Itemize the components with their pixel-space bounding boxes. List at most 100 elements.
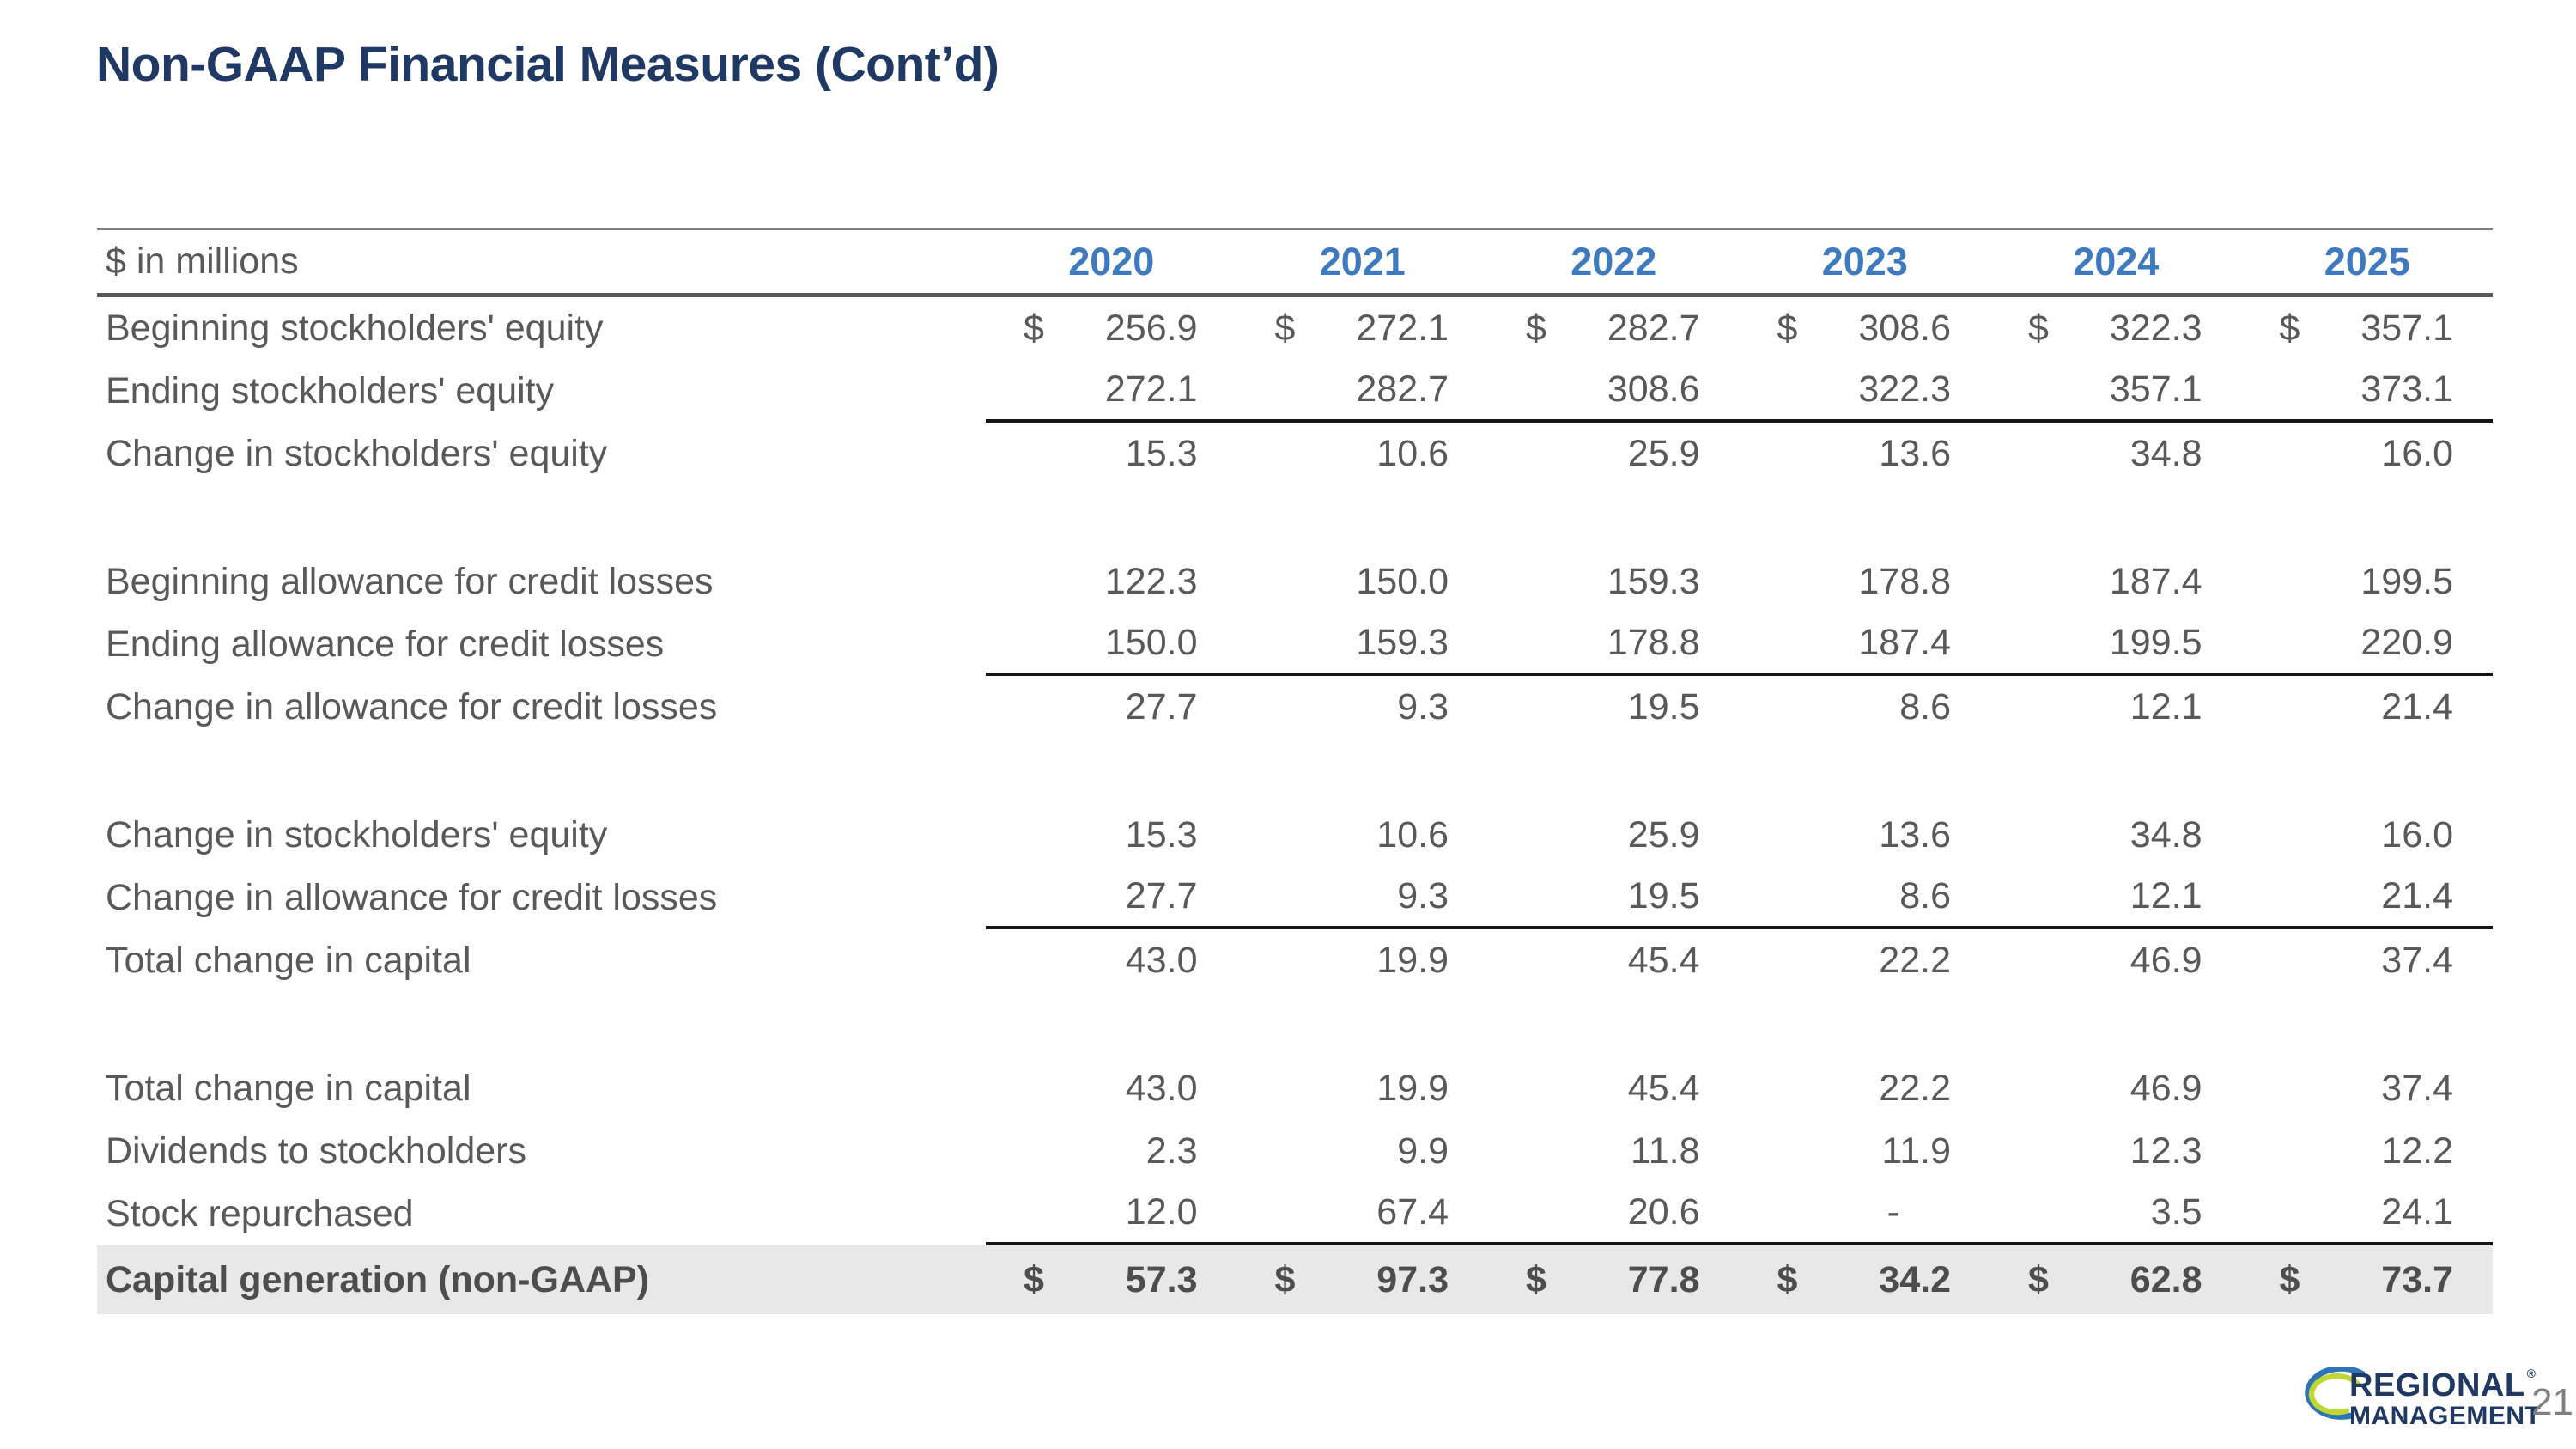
table-row: Ending allowance for credit losses 150.0 1… [97, 613, 2493, 676]
cell-value: 272.1 [1104, 368, 1198, 410]
year-header: 2021 [1319, 239, 1406, 283]
cell-value: 21.4 [2381, 875, 2453, 916]
cell-value: 8.6 [1899, 686, 1951, 728]
value-cell: $77.8 [1488, 1245, 1740, 1314]
cell-value: 22.2 [1879, 940, 1951, 981]
value-cell: 10.6 [1237, 804, 1489, 867]
value-cell: 150.0 [986, 613, 1237, 673]
value-cell: 357.1 [1990, 360, 2242, 419]
page-title: Non-GAAP Financial Measures (Cont’d) [96, 37, 999, 92]
cell-value: 159.3 [1356, 622, 1449, 663]
value-cell: 178.8 [1740, 551, 1991, 613]
value-cell: 45.4 [1488, 1057, 1740, 1120]
cell-value: 9.3 [1397, 686, 1449, 728]
value-cell: 122.3 [986, 551, 1237, 613]
spacer-row [97, 485, 2493, 551]
value-cell: $34.2 [1740, 1245, 1991, 1314]
row-values: 12.0 67.4 20.6 - 3.5 24.1 [986, 1183, 2493, 1245]
value-cell: 199.5 [2242, 551, 2494, 613]
cell-value: 13.6 [1879, 433, 1951, 474]
row-values: 43.0 19.9 45.4 22.2 46.9 37.4 [986, 929, 2493, 992]
value-cell: 272.1 [986, 360, 1237, 419]
value-cell: 19.9 [1237, 1057, 1489, 1120]
cell-value: 15.3 [1125, 814, 1198, 855]
value-cell: 282.7 [1237, 360, 1489, 419]
logo-line1-label: REGIONAL [2349, 1367, 2525, 1403]
cell-value: 357.1 [2360, 307, 2453, 349]
table-row: Stock repurchased 12.0 67.4 20.6 - 3.5 24.1 [97, 1183, 2493, 1245]
value-cell: 46.9 [1990, 929, 2242, 992]
row-values: 27.7 9.3 19.5 8.6 12.1 21.4 [986, 867, 2493, 929]
value-cell: 13.6 [1740, 423, 1991, 485]
dollar-sign: $ [1024, 1258, 1044, 1300]
value-cell: 19.5 [1488, 676, 1740, 739]
value-cell: 3.5 [1990, 1183, 2242, 1242]
year-header: 2020 [1068, 239, 1155, 283]
cell-value: 19.9 [1376, 1068, 1449, 1109]
cell-value: 220.9 [2360, 622, 2453, 663]
value-cell: 24.1 [2242, 1183, 2494, 1242]
value-cell: $62.8 [1990, 1245, 2242, 1314]
table-row: Beginning stockholders' equity $256.9 $272… [97, 297, 2493, 360]
value-cell: 12.3 [1990, 1120, 2242, 1183]
cell-value: 199.5 [2360, 561, 2453, 602]
value-cell: 187.4 [1740, 613, 1991, 673]
value-cell: 27.7 [986, 676, 1237, 739]
year-header: 2024 [2073, 239, 2160, 283]
row-label: Total change in capital [106, 940, 471, 981]
value-cell: $57.3 [986, 1245, 1237, 1314]
cell-value: 10.6 [1376, 433, 1449, 474]
cell-value: 19.5 [1627, 875, 1700, 916]
row-values: 15.3 10.6 25.9 13.6 34.8 16.0 [986, 423, 2493, 485]
regional-logo-swoosh-icon [2305, 1367, 2365, 1420]
value-cell: 19.5 [1488, 867, 1740, 926]
dollar-sign: $ [2028, 307, 2049, 349]
value-cell: 12.1 [1990, 867, 2242, 926]
row-label: Change in allowance for credit losses [106, 686, 718, 728]
value-cell: 45.4 [1488, 929, 1740, 992]
cell-value: 11.8 [1631, 1130, 1700, 1172]
value-cell: $256.9 [986, 297, 1237, 360]
cell-value: 34.2 [1879, 1258, 1951, 1300]
cell-value: 34.8 [2129, 814, 2202, 855]
table-row: Change in stockholders' equity 15.3 10.6 25… [97, 804, 2493, 867]
value-cell: 308.6 [1488, 360, 1740, 419]
financial-table: $ in millions 2020 2021 2022 2023 2024 2025 B… [97, 228, 2493, 1314]
year-header-group: 2020 2021 2022 2023 2024 2025 [986, 230, 2493, 293]
row-label: Stock repurchased [106, 1193, 414, 1234]
value-cell: 25.9 [1488, 423, 1740, 485]
cell-value: 21.4 [2381, 686, 2453, 728]
spacer-row [97, 739, 2493, 804]
cell-value: 77.8 [1627, 1258, 1700, 1300]
value-cell: 10.6 [1237, 423, 1489, 485]
registered-mark: ® [2526, 1367, 2537, 1380]
table-row: Total change in capital 43.0 19.9 45.4 22.2 4… [97, 1057, 2493, 1120]
cell-value: 27.7 [1125, 686, 1198, 728]
cell-value: 308.6 [1858, 307, 1951, 349]
cell-value: 9.9 [1397, 1130, 1449, 1172]
value-cell: 199.5 [1990, 613, 2242, 673]
cell-value: 25.9 [1627, 814, 1700, 855]
cell-value: 187.4 [2109, 561, 2202, 602]
total-row: Capital generation (non-GAAP) $57.3 $97.3 $… [97, 1245, 2493, 1314]
value-cell: 373.1 [2242, 360, 2494, 419]
cell-value: 19.9 [1376, 940, 1449, 981]
cell-value: 9.3 [1397, 875, 1449, 916]
dollar-sign: $ [1526, 307, 1546, 349]
cell-value: 308.6 [1607, 368, 1700, 410]
cell-value: 25.9 [1627, 433, 1700, 474]
value-cell: 16.0 [2242, 423, 2494, 485]
row-values: 150.0 159.3 178.8 187.4 199.5 220.9 [986, 613, 2493, 676]
cell-value: 8.6 [1899, 875, 1951, 916]
table-row: Beginning allowance for credit losses 122… [97, 551, 2493, 613]
cell-value: 150.0 [1356, 561, 1449, 602]
value-cell: 43.0 [986, 1057, 1237, 1120]
value-cell: 22.2 [1740, 929, 1991, 992]
cell-value: 73.7 [2381, 1258, 2453, 1300]
value-cell: 8.6 [1740, 676, 1991, 739]
row-values: 43.0 19.9 45.4 22.2 46.9 37.4 [986, 1057, 2493, 1120]
page-number: 21 [2531, 1381, 2573, 1423]
value-cell: 322.3 [1740, 360, 1991, 419]
logo-text-regional: REGIONAL ® [2349, 1367, 2541, 1403]
